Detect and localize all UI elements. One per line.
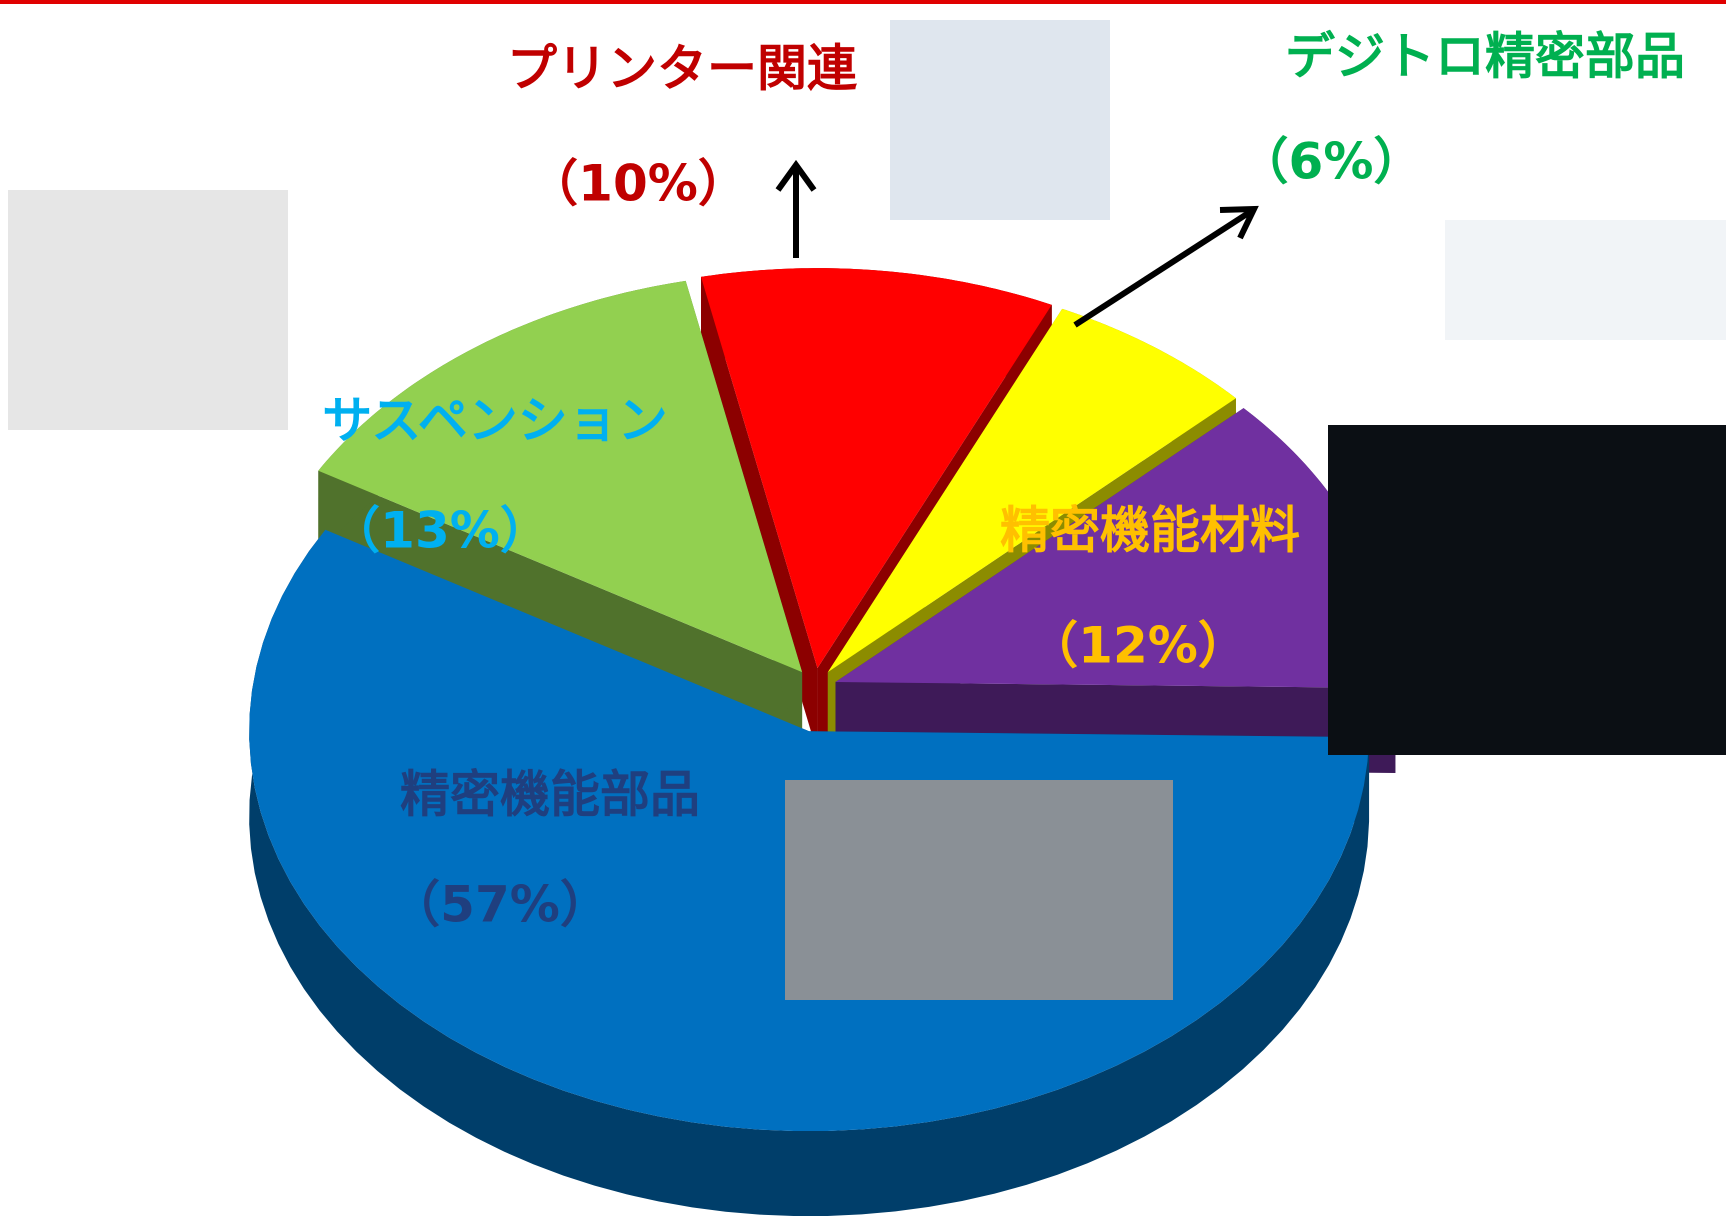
fiber-image bbox=[1328, 425, 1726, 755]
value-label: （10%） bbox=[528, 155, 748, 213]
category-label: 精密機能部品 bbox=[400, 766, 700, 824]
slice bbox=[827, 308, 1236, 673]
value-label: （57%） bbox=[390, 876, 610, 934]
slice bbox=[318, 280, 803, 673]
slice bbox=[835, 408, 1396, 689]
category-label: サスペンション bbox=[322, 392, 668, 450]
value-label: （6%） bbox=[1239, 133, 1424, 191]
category-label: プリンター関連 bbox=[507, 40, 858, 98]
arrows bbox=[775, 159, 1259, 328]
value-label: （12%） bbox=[1028, 617, 1248, 675]
traffic-image bbox=[785, 780, 1173, 1000]
category-label: デジトロ精密部品 bbox=[1285, 28, 1685, 86]
labels: プリンター関連 （10%） デジトロ精密部品 （6%） 精密機能材料 （12%） 精密機能部… bbox=[322, 28, 1685, 934]
value-label: （13%） bbox=[330, 502, 550, 560]
pie bbox=[249, 268, 1396, 1217]
top-rule bbox=[0, 0, 1726, 4]
slice bbox=[701, 268, 1052, 669]
hdd-image bbox=[8, 190, 288, 430]
printer-image bbox=[890, 20, 1110, 220]
connector-image bbox=[1445, 220, 1726, 340]
category-label: 精密機能材料 bbox=[1000, 502, 1300, 560]
